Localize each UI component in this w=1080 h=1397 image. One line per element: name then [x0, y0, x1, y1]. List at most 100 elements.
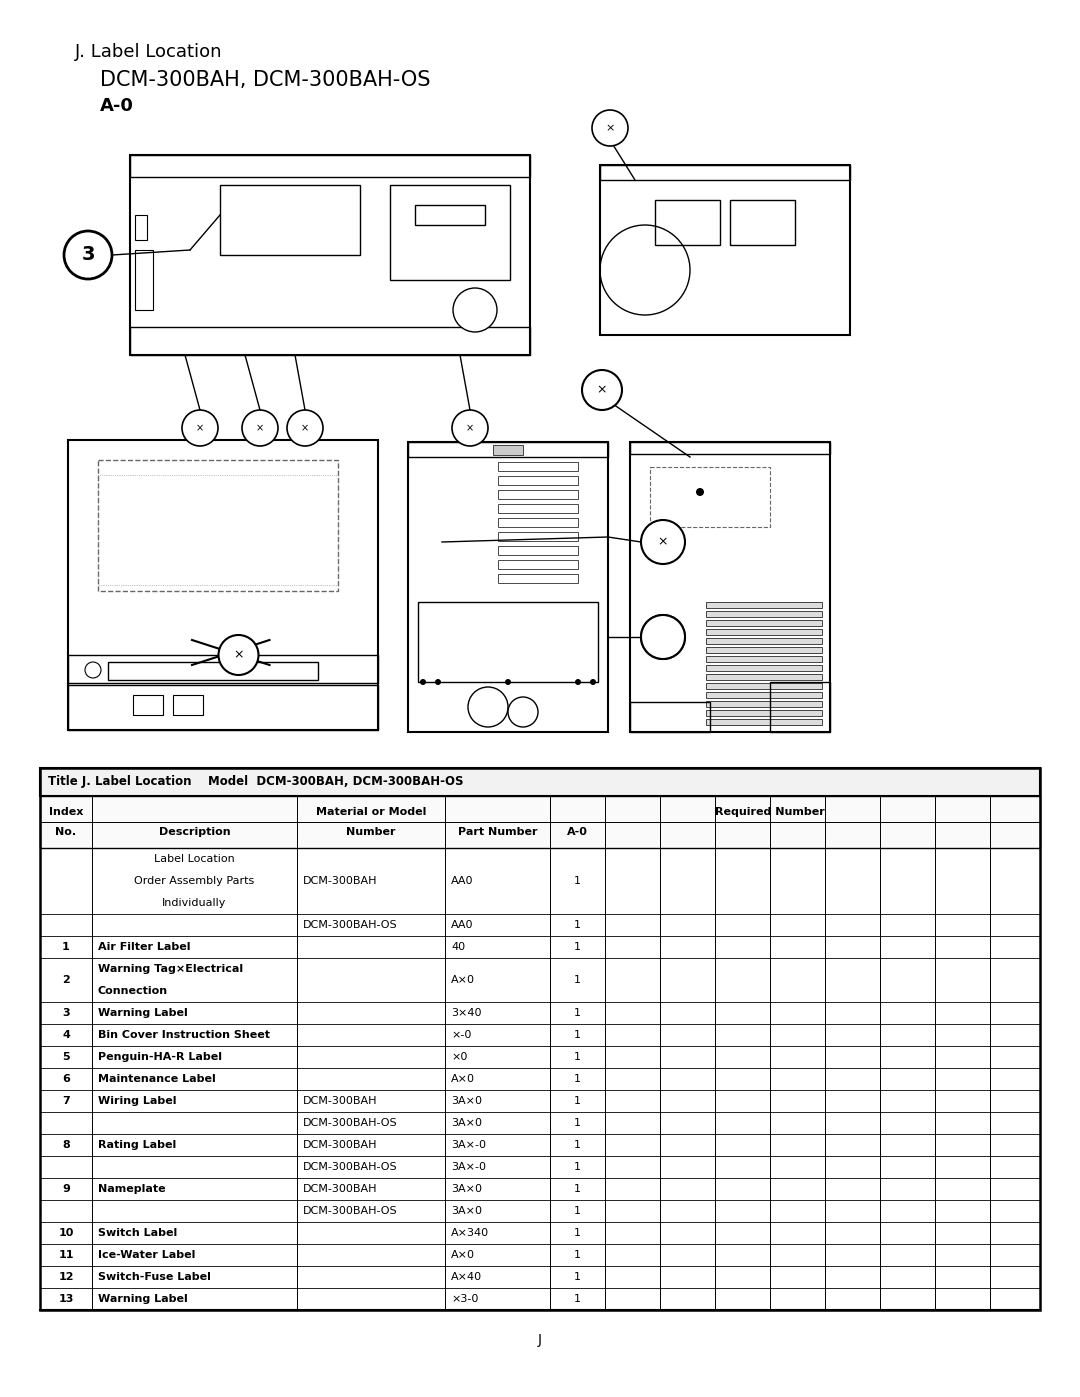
- Text: 1: 1: [573, 1162, 581, 1172]
- Text: Material or Model: Material or Model: [315, 806, 427, 817]
- Text: DCM-300BAH: DCM-300BAH: [303, 876, 378, 886]
- Circle shape: [642, 615, 685, 659]
- Text: 9: 9: [62, 1185, 70, 1194]
- Bar: [498, 476, 578, 485]
- Bar: [706, 629, 822, 636]
- Bar: [498, 574, 578, 583]
- Bar: [706, 719, 822, 725]
- Text: DCM-300BAH: DCM-300BAH: [303, 1097, 378, 1106]
- Bar: [706, 692, 822, 698]
- Text: A×0: A×0: [451, 1074, 475, 1084]
- Text: Air Filter Label: Air Filter Label: [98, 942, 190, 951]
- Text: 3A×0: 3A×0: [451, 1097, 482, 1106]
- Bar: [418, 602, 598, 682]
- Circle shape: [592, 110, 627, 147]
- Bar: [706, 673, 822, 680]
- Text: 3A×-0: 3A×-0: [451, 1140, 486, 1150]
- Text: 7: 7: [63, 1097, 70, 1106]
- Text: 11: 11: [58, 1250, 73, 1260]
- Text: Maintenance Label: Maintenance Label: [98, 1074, 216, 1084]
- Text: A-0: A-0: [100, 96, 134, 115]
- Text: Title J. Label Location    Model  DCM-300BAH, DCM-300BAH-OS: Title J. Label Location Model DCM-300BAH…: [48, 775, 463, 788]
- Bar: [600, 165, 850, 335]
- Bar: [173, 694, 203, 715]
- Bar: [98, 460, 338, 591]
- Text: 1: 1: [573, 975, 581, 985]
- Text: Required Number: Required Number: [715, 806, 825, 817]
- Text: AA0: AA0: [451, 921, 473, 930]
- Text: ×: ×: [195, 423, 204, 433]
- Bar: [650, 467, 770, 527]
- Circle shape: [218, 636, 258, 675]
- Bar: [68, 655, 378, 683]
- Bar: [68, 685, 378, 731]
- Text: 5: 5: [63, 1052, 70, 1062]
- Bar: [220, 184, 360, 256]
- Text: 1: 1: [63, 942, 70, 951]
- Bar: [498, 490, 578, 499]
- Text: DCM-300BAH: DCM-300BAH: [303, 1185, 378, 1194]
- Circle shape: [453, 288, 497, 332]
- Bar: [498, 504, 578, 513]
- Text: ×: ×: [233, 648, 244, 662]
- Text: Warning Tag×Electrical: Warning Tag×Electrical: [98, 964, 243, 974]
- Bar: [630, 703, 710, 732]
- Bar: [40, 796, 1040, 848]
- Text: Rating Label: Rating Label: [98, 1140, 176, 1150]
- Text: J. Label Location: J. Label Location: [75, 43, 222, 61]
- Bar: [706, 710, 822, 717]
- Bar: [498, 518, 578, 527]
- Text: 1: 1: [573, 1118, 581, 1127]
- Bar: [706, 602, 822, 608]
- Text: ×: ×: [256, 423, 265, 433]
- Text: ×: ×: [605, 123, 615, 133]
- Bar: [390, 184, 510, 279]
- Text: A×0: A×0: [451, 1250, 475, 1260]
- Text: A×340: A×340: [451, 1228, 489, 1238]
- Circle shape: [508, 697, 538, 726]
- Text: ×-0: ×-0: [451, 1030, 471, 1039]
- Text: 1: 1: [573, 1273, 581, 1282]
- Text: Part Number: Part Number: [458, 827, 537, 837]
- Text: 4: 4: [62, 1030, 70, 1039]
- Bar: [730, 200, 795, 244]
- Circle shape: [242, 409, 278, 446]
- Circle shape: [642, 520, 685, 564]
- Text: Warning Label: Warning Label: [98, 1009, 188, 1018]
- Bar: [654, 200, 720, 244]
- Text: 40: 40: [451, 942, 465, 951]
- Text: Switch-Fuse Label: Switch-Fuse Label: [98, 1273, 211, 1282]
- Circle shape: [287, 409, 323, 446]
- Text: Index: Index: [49, 806, 83, 817]
- Text: DCM-300BAH, DCM-300BAH-OS: DCM-300BAH, DCM-300BAH-OS: [100, 70, 431, 89]
- Text: Wiring Label: Wiring Label: [98, 1097, 176, 1106]
- Text: ×: ×: [597, 384, 607, 397]
- Text: ×: ×: [301, 423, 309, 433]
- Text: A×0: A×0: [451, 975, 475, 985]
- Text: 1: 1: [573, 876, 581, 886]
- Circle shape: [64, 231, 112, 279]
- Circle shape: [505, 679, 511, 685]
- Text: 3×40: 3×40: [451, 1009, 482, 1018]
- Text: 3A×-0: 3A×-0: [451, 1162, 486, 1172]
- Text: Number: Number: [347, 827, 395, 837]
- Circle shape: [696, 488, 704, 496]
- Bar: [408, 441, 608, 732]
- Text: 1: 1: [573, 1097, 581, 1106]
- Text: A-0: A-0: [567, 827, 588, 837]
- Bar: [706, 620, 822, 626]
- Text: Nameplate: Nameplate: [98, 1185, 165, 1194]
- Bar: [108, 662, 318, 680]
- Text: DCM-300BAH-OS: DCM-300BAH-OS: [303, 921, 397, 930]
- Text: ×: ×: [658, 535, 669, 549]
- Bar: [133, 694, 163, 715]
- Text: ×0: ×0: [451, 1052, 468, 1062]
- Circle shape: [420, 679, 426, 685]
- Circle shape: [435, 679, 441, 685]
- Bar: [706, 638, 822, 644]
- Bar: [492, 446, 523, 455]
- Circle shape: [468, 687, 508, 726]
- Bar: [130, 155, 530, 355]
- Text: Ice-Water Label: Ice-Water Label: [98, 1250, 195, 1260]
- Text: Penguin-HA-R Label: Penguin-HA-R Label: [98, 1052, 222, 1062]
